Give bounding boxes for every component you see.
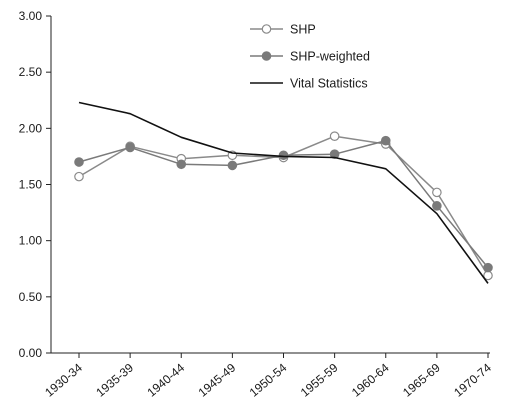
data-point-shp [432, 187, 442, 198]
x-tick-label: 1960-64 [349, 360, 392, 399]
x-tick-label: 1955-59 [298, 360, 341, 399]
data-point-shp-weighted [432, 201, 442, 211]
x-tick-label: 1945-49 [196, 360, 239, 399]
legend-marker-shp [261, 24, 272, 34]
legend-label-vital-statistics: Vital Statistics [290, 77, 368, 91]
x-tick-label: 1970-74 [451, 360, 494, 399]
legend: SHP SHP-weighted Vital Statistics [250, 23, 370, 91]
data-point-shp-weighted [278, 150, 289, 161]
x-tick-label: 1940-44 [144, 360, 187, 399]
y-tick-label: 1.00 [19, 234, 43, 248]
y-tick-label: 0.00 [19, 346, 43, 360]
data-point-shp [329, 131, 340, 141]
y-tick-label: 2.50 [19, 65, 43, 79]
y-tick-label: 1.50 [19, 178, 43, 192]
x-tick-label: 1930-34 [42, 360, 85, 399]
legend-marker-shp-weighted [261, 51, 272, 61]
x-tick-label: 1950-54 [247, 360, 290, 399]
data-point-shp [74, 171, 84, 182]
legend-label-shp: SHP [290, 23, 316, 37]
y-tick-label: 3.00 [19, 9, 43, 23]
series-line-vital-statistics [78, 101, 489, 284]
x-tick-label: 1935-39 [93, 360, 136, 399]
legend-label-shp-weighted: SHP-weighted [290, 50, 370, 64]
plot-area: 0.00 0.50 1.00 1.50 2.00 2.50 3.00 1930-34 1935-… [19, 9, 495, 400]
data-point-shp-weighted [329, 149, 340, 159]
data-point-shp-weighted [483, 262, 493, 273]
data-point-shp-weighted [125, 142, 135, 153]
x-tick-label: 1965-69 [400, 360, 443, 399]
y-tick-label: 2.00 [19, 121, 43, 135]
data-point-shp-weighted [227, 160, 238, 171]
y-tick-label: 0.50 [19, 290, 43, 304]
data-point-shp-weighted [74, 157, 84, 167]
data-point-shp-weighted [176, 159, 187, 170]
data-point-shp-weighted [380, 135, 391, 146]
